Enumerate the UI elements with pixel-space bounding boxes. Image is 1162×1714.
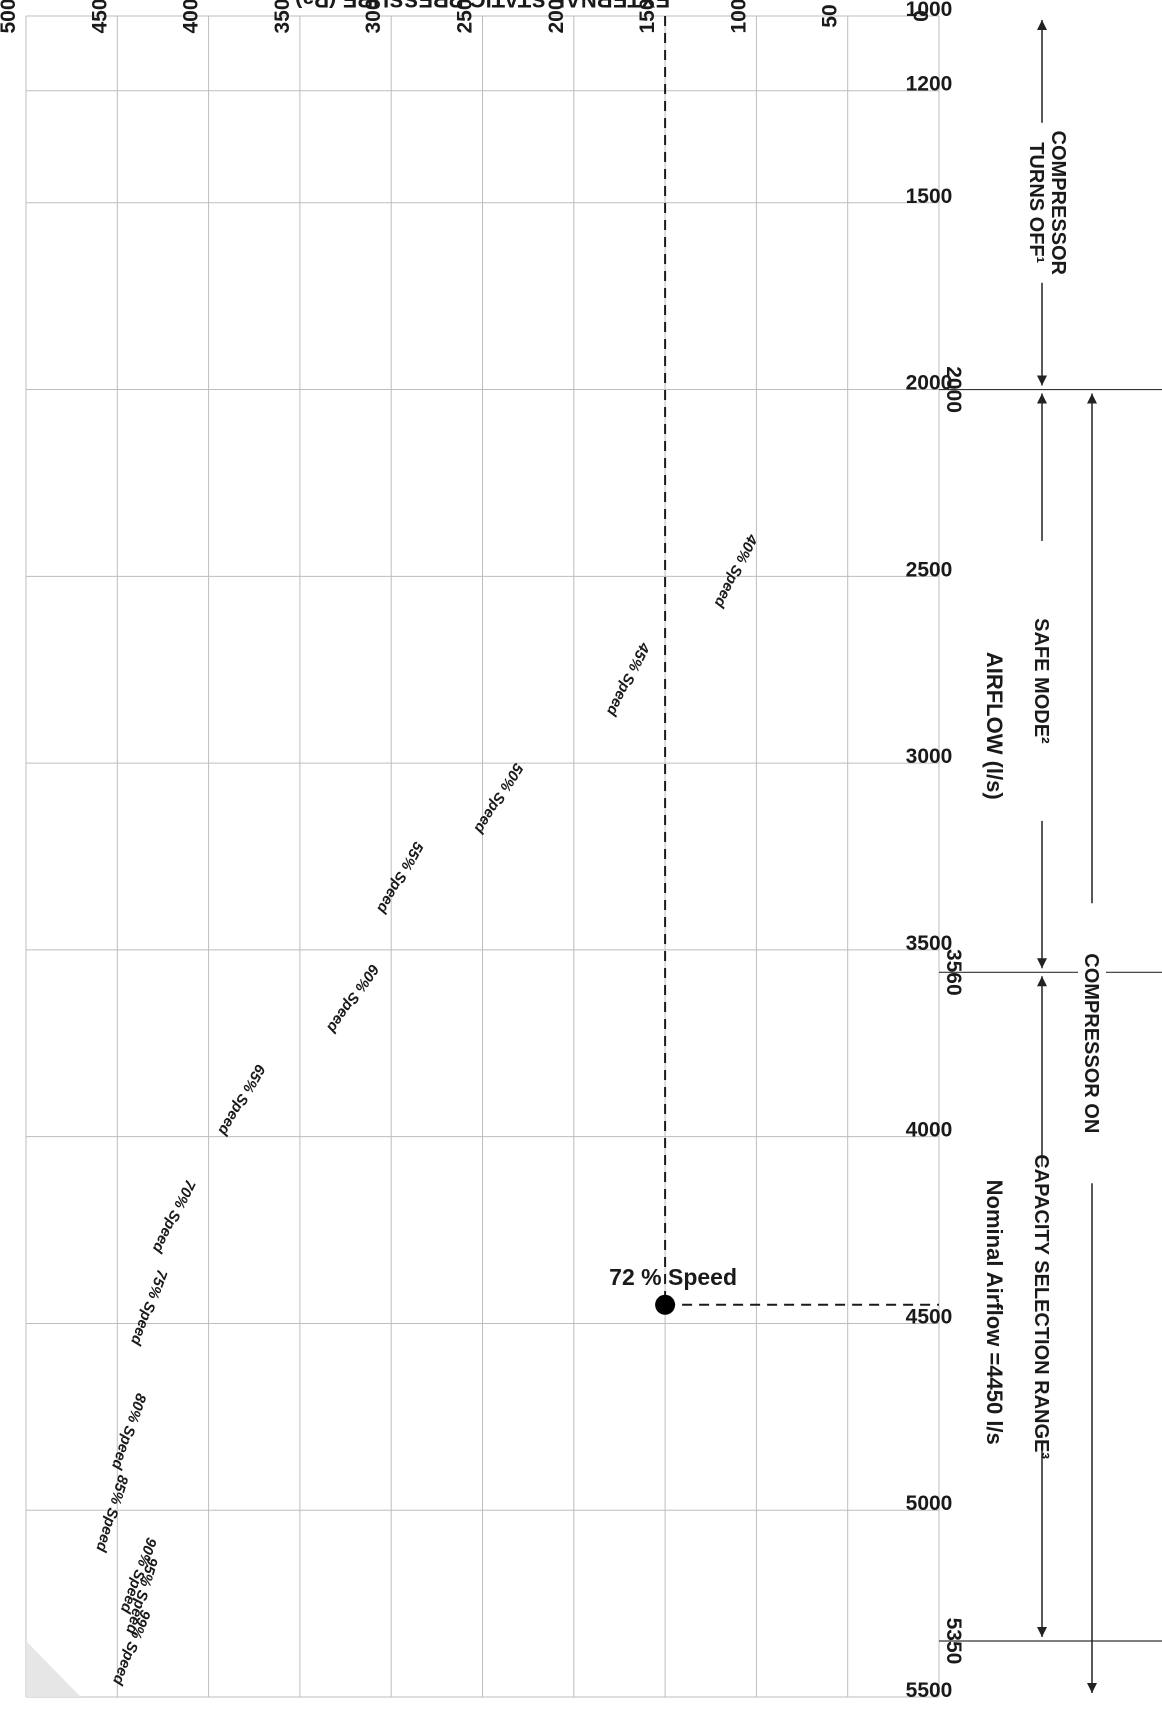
range-label-2: CAPACITY SELECTION RANGE³ xyxy=(1030,1154,1052,1459)
y-tick-label-2: 100 xyxy=(727,0,750,34)
range-arrow-end-1 xyxy=(1037,958,1047,969)
range-boundary-label-0: 2000 xyxy=(942,366,965,413)
grid-lines xyxy=(25,15,940,1698)
range-label-bg-1 xyxy=(1028,540,1056,821)
x-tick-label-0: 1000 xyxy=(906,0,953,21)
y-tick-label-1: 50 xyxy=(819,4,842,27)
operating-point-group: 72 % Speed xyxy=(609,16,939,1315)
y-tick-label-9: 450 xyxy=(88,0,111,34)
x-axis-title: AIRFLOW (l/s) xyxy=(982,652,1007,800)
x-tick-label-1: 1200 xyxy=(906,73,953,96)
range-label-bg-2 xyxy=(1028,1166,1056,1447)
range-arrow-start-1 xyxy=(1037,393,1047,404)
range-label-0-line-0: COMPRESSOR xyxy=(1047,131,1069,276)
operating-point-marker xyxy=(655,1294,676,1315)
range-arrow-end-2 xyxy=(1037,1626,1047,1637)
range-boundary-label-2: 5350 xyxy=(942,1618,965,1665)
x-tick-label-9: 5000 xyxy=(906,1492,953,1515)
x-tick-label-10: 5500 xyxy=(906,1679,953,1702)
range-label-bg-3 xyxy=(1078,903,1106,1184)
range-label-3: COMPRESSOR ON xyxy=(1080,953,1102,1133)
x-tick-label-3: 2000 xyxy=(906,372,953,395)
y-tick-label-3: 150 xyxy=(636,0,659,34)
x-tick-label-6: 3500 xyxy=(906,932,953,955)
y-tick-label-5: 250 xyxy=(454,0,477,34)
x-tick-label-2: 1500 xyxy=(906,185,953,208)
y-tick-label-0: 0 xyxy=(910,10,933,22)
y-axis-title: EXTERNAL STATIC PRESSURE (Pa) xyxy=(295,0,670,12)
axis-tick-labels: 1000120015002000250030003500400045005000… xyxy=(0,0,952,1702)
x-tick-label-8: 4500 xyxy=(906,1305,953,1328)
range-arrow-end-3 xyxy=(1087,1683,1097,1693)
y-tick-label-7: 350 xyxy=(271,0,294,34)
range-label-1: SAFE MODE² xyxy=(1030,618,1052,744)
range-boundary-label-1: 3560 xyxy=(942,949,965,996)
zone-99-speed-shade xyxy=(26,1640,81,1697)
range-arrow-start-2 xyxy=(1037,976,1047,987)
x-tick-label-5: 3000 xyxy=(906,745,953,768)
operating-point-label: 72 % Speed xyxy=(609,1264,737,1290)
y-tick-label-8: 400 xyxy=(180,0,203,34)
range-arrow-start-0 xyxy=(1037,20,1047,30)
range-label-0-line-1: TURNS OFF¹ xyxy=(1025,142,1047,263)
y-tick-label-4: 200 xyxy=(545,0,568,34)
y-tick-label-10: 500 xyxy=(0,0,20,34)
x-tick-label-4: 2500 xyxy=(906,558,953,581)
x-tick-label-7: 4000 xyxy=(906,1119,953,1142)
range-label-bg-0 xyxy=(1020,122,1076,283)
y-tick-label-6: 300 xyxy=(362,0,385,34)
nominal-airflow-label: Nominal Airflow =4450 l/s xyxy=(982,1180,1007,1445)
axis-titles: AIRFLOW (l/s) EXTERNAL STATIC PRESSURE (… xyxy=(295,0,1007,1445)
range-arrow-start-3 xyxy=(1087,393,1097,404)
range-arrow-end-0 xyxy=(1037,375,1047,386)
